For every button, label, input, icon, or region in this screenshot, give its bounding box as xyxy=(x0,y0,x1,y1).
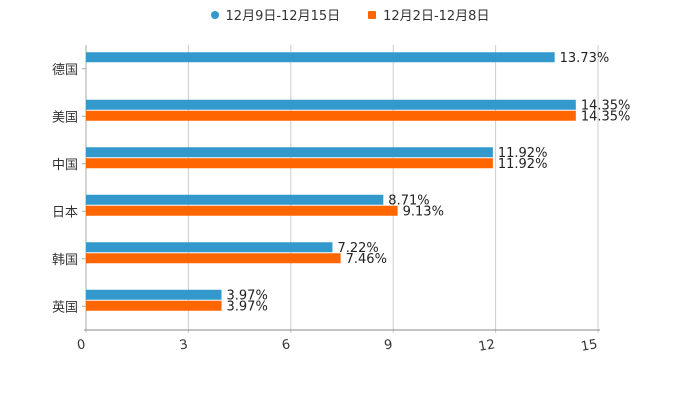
legend-marker-series-2 xyxy=(368,10,377,19)
data-label: 8.71% xyxy=(388,193,429,208)
legend-label-series-2: 12月2日-12月8日 xyxy=(383,9,490,24)
bar-series-1 xyxy=(86,99,576,110)
y-category-label: 韩国 xyxy=(52,253,78,268)
y-category-label: 德国 xyxy=(52,63,78,78)
legend-label-series-1: 12月9日-12月15日 xyxy=(225,9,341,24)
bar-series-1 xyxy=(86,242,333,253)
x-tick-label: 15 xyxy=(580,337,599,355)
bar-series-1 xyxy=(86,147,493,158)
bar-series-2 xyxy=(86,205,398,216)
bar-series-2 xyxy=(86,110,576,121)
legend-item-series-1[interactable]: 12月9日-12月15日 xyxy=(210,5,341,24)
y-category-label: 中国 xyxy=(52,158,78,173)
legend: 12月9日-12月15日 12月2日-12月8日 xyxy=(0,5,700,24)
data-label: 3.97% xyxy=(227,288,268,303)
y-category-label: 日本 xyxy=(52,205,78,220)
y-category-label: 美国 xyxy=(52,110,78,125)
y-category-label: 英国 xyxy=(52,300,78,315)
data-label: 7.46% xyxy=(346,252,387,267)
data-label: 7.22% xyxy=(337,241,378,256)
data-label: 3.97% xyxy=(227,299,268,314)
bar-series-1 xyxy=(86,289,222,300)
data-label: 13.73% xyxy=(560,51,610,66)
data-label: 9.13% xyxy=(403,204,444,219)
bar-series-1 xyxy=(86,194,384,205)
bar-series-2 xyxy=(86,158,493,169)
x-tick-label: 3 xyxy=(178,337,189,353)
data-label: 14.35% xyxy=(581,98,631,113)
data-label: 11.92% xyxy=(498,146,548,161)
x-tick-label: 6 xyxy=(281,337,292,353)
x-tick-label: 0 xyxy=(76,337,87,353)
bar-series-1 xyxy=(86,52,555,63)
bar-series-2 xyxy=(86,253,341,264)
data-label: 11.92% xyxy=(498,157,548,172)
data-label: 14.35% xyxy=(581,109,631,124)
x-tick-label: 12 xyxy=(477,337,496,355)
bar-series-2 xyxy=(86,300,222,311)
legend-item-series-2[interactable]: 12月2日-12月8日 xyxy=(368,5,489,24)
x-tick-label: 9 xyxy=(383,337,394,353)
legend-marker-series-1 xyxy=(210,10,219,19)
